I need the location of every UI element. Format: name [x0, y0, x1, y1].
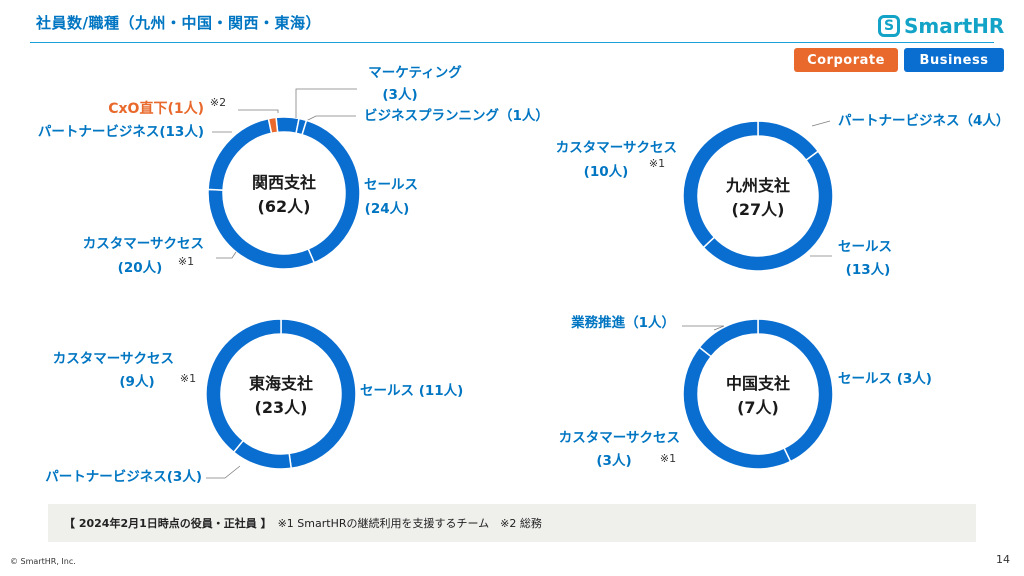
- smarthr-logo: S SmartHR: [878, 12, 1004, 40]
- slice-value-label: (20人): [118, 260, 163, 276]
- donut-center-total: (23人): [255, 398, 308, 417]
- title-divider: [30, 42, 994, 43]
- donut-2: セールス (11人) パートナービジネス(3人) カスタマーサクセス (9人) ※1 東海…: [45, 318, 463, 485]
- logo-text: SmartHR: [904, 14, 1005, 38]
- slice-label: セールス: [364, 177, 418, 193]
- slice-value-label: (13人): [846, 262, 891, 278]
- donut-1: パートナービジネス（4人） セールス (13人) カスタマーサクセス (10人) ※1 九州…: [556, 113, 1010, 278]
- legend-tag-business: Business: [904, 48, 1004, 72]
- donut-slice: [280, 318, 357, 470]
- footer-note-box: 【 2024年2月1日時点の役員・正社員 】 ※1 SmartHRの継続利用を支…: [48, 504, 976, 542]
- slice-value-label: (3人): [596, 453, 631, 469]
- slice-label: カスタマーサクセス: [556, 140, 677, 156]
- leader-line: [811, 120, 831, 127]
- leader-line: [238, 109, 279, 113]
- donut-slice: [267, 116, 279, 135]
- slice-label: 業務推進（1人）: [570, 314, 675, 331]
- donut-center-total: (62人): [258, 197, 311, 216]
- donut-0: マーケティング (3人) ビジネスプランニング（1人） セールス (24人) カスタマーサ…: [38, 64, 549, 276]
- footnote-mark: ※1: [178, 255, 194, 268]
- slice-label: パートナービジネス(13人): [38, 124, 204, 140]
- footnote-mark: ※1: [649, 157, 665, 170]
- slice-value-label: (24人): [365, 201, 410, 217]
- slice-label: セールス (11人): [360, 383, 463, 399]
- slice-label: カスタマーサクセス: [559, 430, 680, 446]
- leader-line: [206, 465, 241, 479]
- donut-slice: [757, 120, 820, 162]
- donut-center-total: (27人): [732, 200, 785, 219]
- footer-date-note: 【 2024年2月1日時点の役員・正社員 】: [64, 517, 272, 530]
- donut-center-title: 東海支社: [249, 374, 313, 393]
- donut-center-title: 九州支社: [725, 176, 790, 195]
- leader-line: [295, 88, 357, 118]
- slice-label: CxO直下(1人): [108, 100, 204, 117]
- smarthr-s-icon: S: [878, 15, 900, 37]
- donut-center-title: 中国支社: [726, 374, 790, 393]
- slice-value-label: (10人): [584, 164, 629, 180]
- footnote-mark: ※1: [180, 372, 196, 385]
- legend-tag-corporate: Corporate: [794, 48, 898, 72]
- leader-line: [216, 251, 237, 259]
- copyright: © SmartHR, Inc.: [10, 557, 76, 566]
- donut-center-total: (7人): [737, 398, 779, 417]
- slice-label: パートナービジネス(3人): [45, 469, 202, 485]
- page-title: 社員数/職種（九州・中国・関西・東海）: [36, 14, 321, 32]
- slice-value-label: (3人): [382, 87, 417, 103]
- slice-label: カスタマーサクセス: [83, 236, 204, 252]
- donut-center-title: 関西支社: [252, 173, 316, 192]
- donut-slice: [275, 116, 300, 135]
- footnote-mark: ※1: [660, 452, 676, 465]
- donut-3: セールス (3人) カスタマーサクセス (3人) ※1 業務推進（1人） 中国支社 (7人): [559, 314, 932, 470]
- slice-label: セールス: [838, 239, 892, 255]
- slice-value-label: (9人): [119, 374, 154, 390]
- slice-label: ビジネスプランニング（1人）: [364, 107, 549, 124]
- page-number: 14: [996, 553, 1010, 566]
- donut-slice: [232, 439, 293, 470]
- leader-line: [682, 325, 725, 331]
- slice-label: セールス (3人): [838, 371, 932, 387]
- charts-layer: マーケティング (3人) ビジネスプランニング（1人） セールス (24人) カスタマーサ…: [38, 64, 1010, 485]
- footnote-mark: ※2: [210, 96, 226, 109]
- slice-label: パートナービジネス（4人）: [838, 113, 1009, 129]
- donut-slice: [682, 120, 759, 249]
- slice-label: マーケティング: [368, 64, 462, 81]
- donut-slice: [205, 318, 282, 454]
- footer-notes: ※1 SmartHRの継続利用を支援するチーム ※2 総務: [277, 517, 542, 530]
- donut-slice: [698, 318, 759, 358]
- slice-label: カスタマーサクセス: [53, 351, 174, 367]
- leader-line: [305, 115, 356, 122]
